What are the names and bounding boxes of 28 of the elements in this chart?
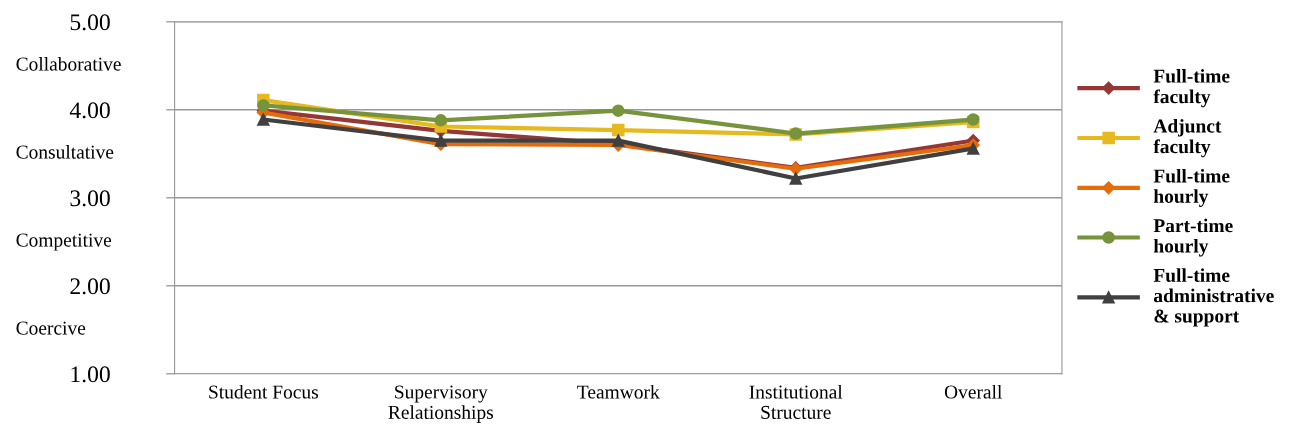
- point: [612, 123, 625, 137]
- x-tick-label: Overall: [944, 384, 1002, 399]
- point: [257, 113, 270, 126]
- legend-label: Part-time hourly: [1153, 218, 1233, 257]
- y-tick-label: 1.00: [71, 366, 110, 383]
- point: [612, 104, 625, 117]
- x-tick-label: Teamwork: [577, 384, 660, 399]
- x-tick-label: Supervisory Relationships: [388, 385, 494, 423]
- text: Consultative: [16, 144, 114, 159]
- point: [966, 142, 980, 155]
- point: [612, 134, 625, 147]
- text: Collaborative: [16, 56, 121, 71]
- legend-label: Full-time administrative & support: [1153, 268, 1274, 327]
- y-tick-label: 3.00: [70, 190, 110, 207]
- y-tick-label: 2.00: [70, 278, 110, 295]
- y-tick-label: 5.00: [70, 14, 110, 31]
- text: Coercive: [16, 321, 86, 335]
- legend-label: Full-time faculty: [1153, 69, 1230, 108]
- point: [434, 114, 448, 127]
- x-tick-label: Student Focus: [209, 384, 318, 399]
- x-tick-label: Institutional Structure: [749, 384, 843, 419]
- point: [789, 172, 802, 185]
- point: [434, 134, 448, 147]
- y-tick-label: 4.00: [69, 102, 110, 119]
- text: Competitive: [16, 233, 112, 251]
- point: [257, 99, 270, 112]
- legend-label: Adjunct faculty: [1153, 118, 1222, 158]
- legend-label: Full-time hourly: [1153, 168, 1230, 207]
